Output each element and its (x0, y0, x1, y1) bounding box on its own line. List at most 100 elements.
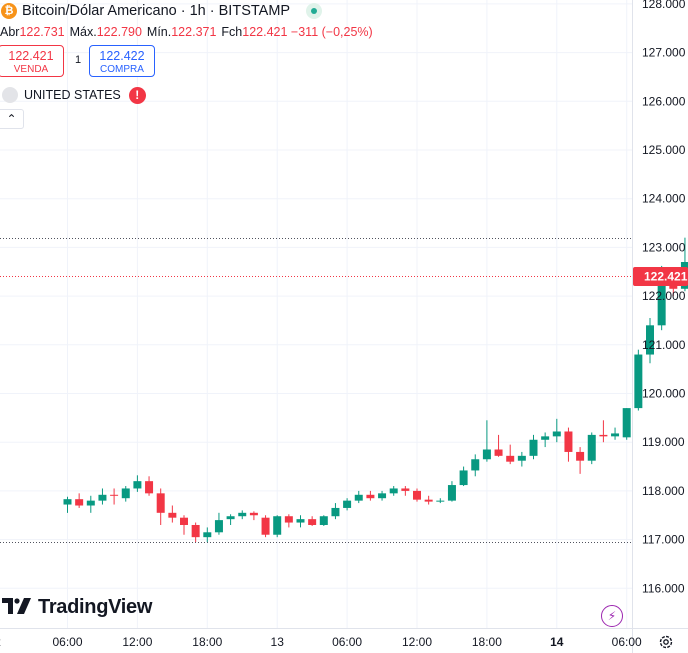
candle (63, 496, 72, 513)
candle (180, 515, 188, 535)
candle (471, 454, 480, 477)
gear-icon[interactable] (657, 633, 675, 651)
candle-body (98, 494, 107, 501)
candle-body (366, 494, 375, 499)
candle (541, 432, 550, 448)
candle-body (599, 434, 608, 437)
candle (214, 512, 223, 535)
high-label: Máx. (69, 25, 97, 39)
candle (401, 486, 410, 496)
x-tick-label: 06:00 (332, 635, 362, 649)
market-name: UNITED STATES (24, 88, 121, 102)
candle (576, 447, 585, 474)
tradingview-logo-text: TradingView (38, 596, 153, 618)
sell-price: 122.421 (8, 49, 54, 63)
buy-button[interactable]: 122.422 COMPRA (89, 45, 155, 77)
candle (646, 318, 654, 364)
candle (273, 515, 282, 538)
sell-button[interactable]: 122.421 VENDA (0, 45, 64, 77)
candle (296, 515, 305, 528)
sell-label: VENDA (13, 64, 49, 75)
candle (133, 475, 142, 492)
candle (86, 495, 95, 513)
candle-body (611, 433, 620, 437)
candle (121, 486, 130, 502)
candle-body (180, 517, 188, 525)
candle-body (529, 439, 538, 456)
candle-body (75, 499, 84, 506)
candle (564, 427, 573, 462)
candle-body (424, 499, 433, 502)
candle-body (284, 516, 293, 523)
candle-body (121, 488, 130, 499)
x-tick-label: 18:00 (472, 635, 502, 649)
candle-body (646, 325, 654, 355)
candle (529, 434, 538, 460)
ohlc-values: Abr 122.731 Máx. 122.790 Mín. 122.371 Fc… (0, 23, 378, 41)
market-open-icon (306, 3, 323, 19)
candle-body (238, 512, 247, 517)
symbol-title[interactable]: Bitcoin/Dólar Americano · 1h · BITSTAMP (22, 3, 291, 19)
candle-body (191, 524, 200, 538)
candle (308, 516, 317, 526)
candle (284, 514, 293, 528)
candle-body (413, 490, 421, 500)
alert-icon[interactable]: ! (128, 86, 146, 104)
candle-body (319, 516, 328, 525)
tradingview-logo[interactable]: TradingView (2, 596, 152, 619)
candle-body (133, 481, 142, 489)
x-tick-label: 06:00 (612, 635, 642, 649)
y-tick-label: 122.000 (642, 289, 686, 303)
candle-body (634, 354, 643, 409)
collapse-legend-button[interactable]: ⌃ (0, 109, 24, 129)
candle (75, 493, 84, 508)
spread-value: 1 (74, 54, 82, 66)
candle-body (506, 455, 515, 462)
y-tick-label: 124.000 (642, 192, 686, 206)
candle (156, 488, 165, 525)
candle (611, 427, 620, 440)
last-price-label: 122.421 (633, 267, 688, 286)
y-tick-label: 121.000 (642, 338, 686, 352)
candle-body (343, 500, 352, 508)
candle (389, 486, 398, 496)
candle-body (296, 519, 305, 523)
candle-body (63, 499, 72, 505)
open-value: 122.731 (19, 25, 65, 39)
y-tick-label: 120.000 (642, 387, 686, 401)
candle (599, 420, 608, 443)
y-tick-label: 123.000 (642, 240, 686, 254)
candle (238, 510, 247, 520)
candle (203, 527, 212, 543)
candle-body (517, 455, 526, 461)
candle (517, 451, 526, 467)
last-price-badge (633, 267, 688, 286)
candle-body (576, 451, 585, 461)
candle-body (459, 470, 468, 486)
market-status[interactable]: UNITED STATES ! (0, 85, 146, 105)
candle (622, 408, 631, 440)
symbol-legend: ₿ Bitcoin/Dólar Americano · 1h · BITSTAM… (0, 2, 323, 20)
lightning-icon[interactable]: ⚡ (601, 605, 623, 627)
candle (506, 444, 515, 465)
close-label: Fch (221, 25, 243, 39)
candle (145, 476, 154, 496)
y-tick-label: 127.000 (642, 46, 686, 60)
flag-icon (2, 87, 18, 103)
candle (261, 515, 270, 538)
high-value: 122.790 (96, 25, 142, 39)
candle-body (378, 493, 387, 499)
x-tick-label: 12:00 (122, 635, 152, 649)
candles (63, 237, 688, 543)
candle-body (110, 494, 119, 496)
candle-body (168, 512, 177, 518)
candle-body (261, 517, 270, 535)
bitcoin-icon: ₿ (1, 3, 17, 19)
reference-lines (0, 238, 632, 543)
candle-body (156, 493, 165, 513)
candle-body (389, 488, 398, 494)
close-value: 122.421 −311 (−0,25%) (242, 25, 373, 39)
candle (331, 503, 340, 520)
x-tick-label: 2 (0, 635, 1, 649)
y-tick-label: 117.000 (642, 533, 685, 547)
